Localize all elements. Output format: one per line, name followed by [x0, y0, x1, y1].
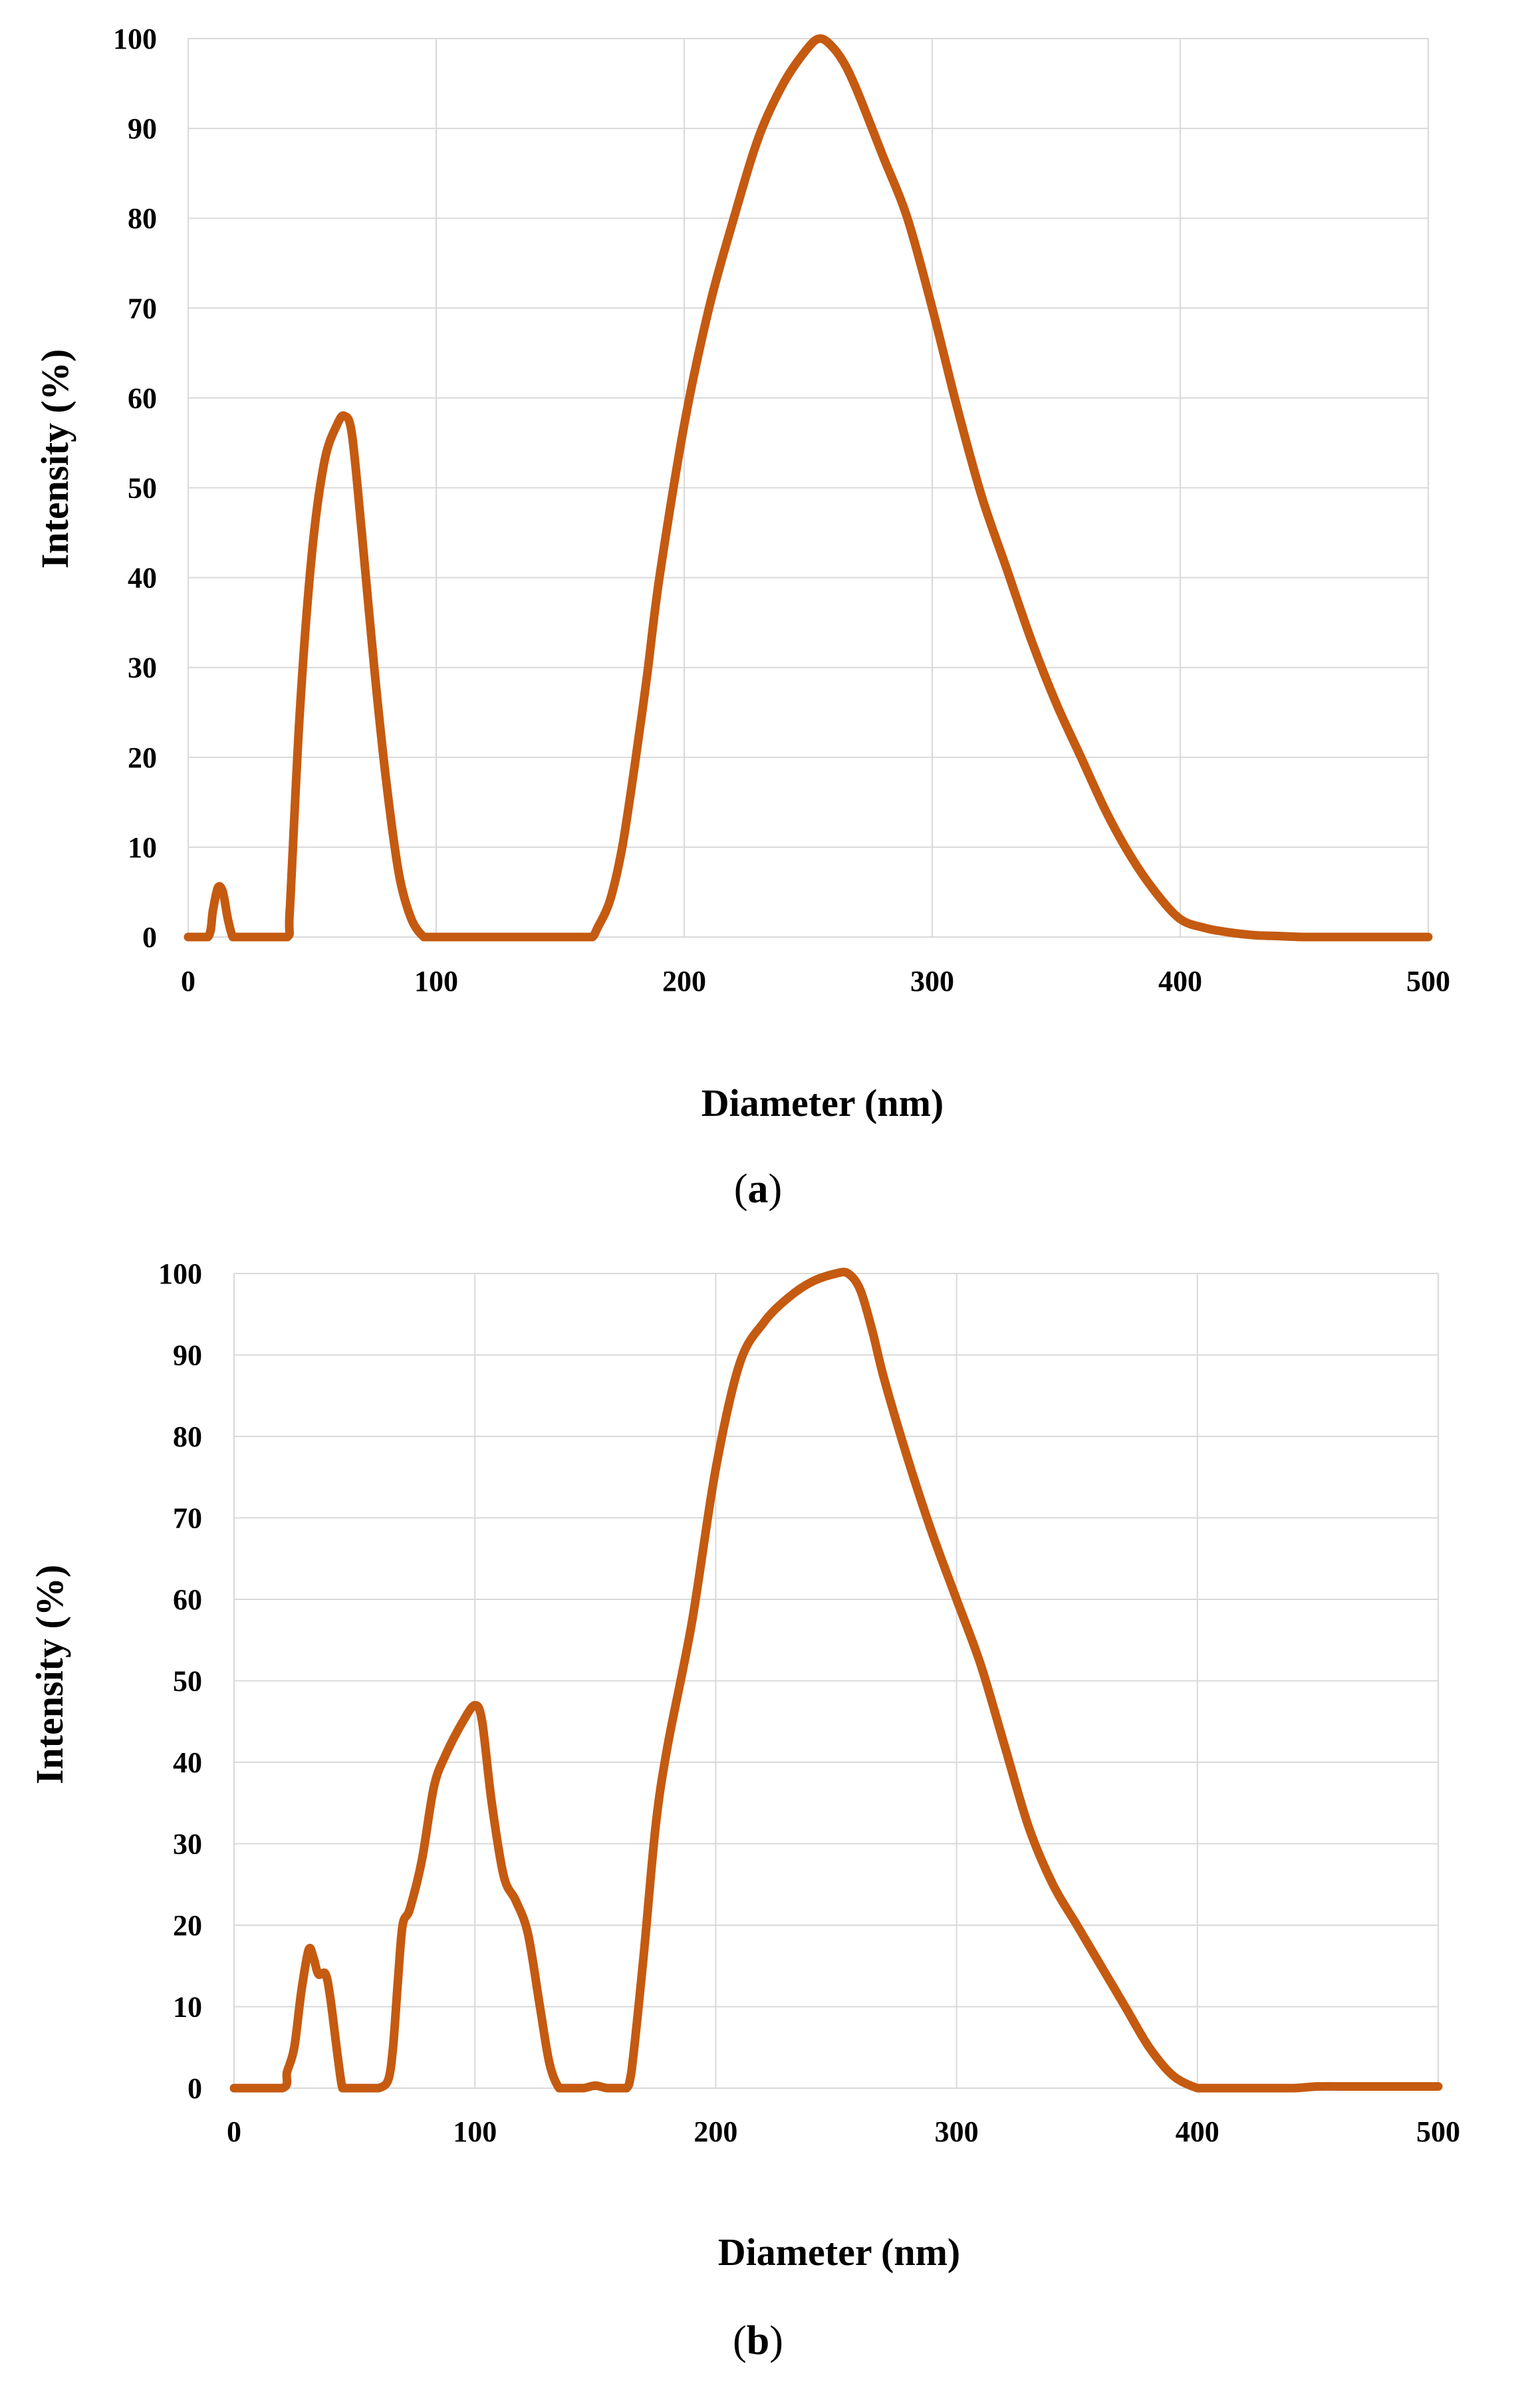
chart-a-xlabel: Diameter (nm)	[701, 1081, 944, 1125]
chart-b-grid	[233, 1273, 1439, 2089]
chart-b-ytick-label: 0	[188, 2072, 202, 2105]
chart-a-ytick-label: 30	[128, 652, 157, 684]
chart-a-ytick-label: 90	[128, 112, 157, 145]
chart-b-ytick-label: 70	[173, 1502, 202, 1535]
chart-a-series-line	[184, 34, 1433, 942]
chart-a-ytick-label: 80	[128, 202, 157, 235]
chart-a-xtick-label: 0	[181, 965, 195, 998]
chart-b-caption-open: (	[733, 2318, 747, 2363]
chart-b-caption-close: )	[769, 2318, 783, 2363]
chart-a-caption-close: )	[769, 1166, 783, 1212]
chart-a-yticks: 0 10 20 30 40 50 60 70 80 90 100	[113, 23, 157, 954]
chart-a-grid	[188, 38, 1429, 938]
chart-b-xtick-label: 400	[1176, 2115, 1219, 2148]
chart-b-xtick-label: 200	[694, 2115, 737, 2148]
chart-b-ytick-label: 10	[173, 1991, 202, 2024]
chart-a-ytick-label: 60	[128, 382, 157, 414]
chart-a-xtick-label: 500	[1406, 965, 1450, 998]
chart-b-ytick-label: 50	[173, 1665, 202, 1698]
chart-b-ytick-label: 80	[173, 1420, 202, 1453]
chart-a-xtick-label: 100	[414, 965, 458, 998]
chart-b: 0 10 20 30 40 50 60 70 80 90 100 0 100 200 300 400 500 …	[0, 1224, 1522, 2408]
chart-b-caption: (b)	[733, 2318, 783, 2363]
chart-b-ytick-label: 30	[173, 1828, 202, 1861]
chart-b-yticks: 0 10 20 30 40 50 60 70 80 90 100	[158, 1258, 202, 2105]
chart-b-xticks: 0 100 200 300 400 500	[227, 2115, 1460, 2148]
chart-b-series	[229, 1268, 1443, 2093]
chart-a-ytick-label: 70	[128, 292, 157, 325]
chart-b-ytick-label: 40	[173, 1746, 202, 1779]
chart-a-caption: (a)	[734, 1166, 782, 1212]
chart-b-xtick-label: 500	[1416, 2115, 1460, 2148]
chart-b-ytick-label: 60	[173, 1583, 202, 1616]
chart-b-ylabel: Intensity (%)	[28, 1565, 71, 1784]
chart-b-ytick-label: 90	[173, 1339, 202, 1372]
chart-a-series	[184, 34, 1433, 942]
chart-a-ytick-label: 40	[128, 562, 157, 595]
chart-b-xtick-label: 100	[453, 2115, 497, 2148]
chart-b-series-line	[229, 1268, 1443, 2093]
chart-b-xtick-label: 300	[935, 2115, 979, 2148]
chart-b-xtick-label: 0	[227, 2115, 241, 2148]
chart-a-ytick-label: 0	[142, 921, 157, 954]
chart-a-ytick-label: 50	[128, 472, 157, 505]
chart-a-xticks: 0 100 200 300 400 500	[181, 965, 1450, 998]
chart-b-caption-letter: b	[747, 2318, 769, 2363]
chart-b-ytick-label: 100	[158, 1258, 202, 1290]
chart-b-xlabel: Diameter (nm)	[718, 2230, 961, 2274]
chart-a-ylabel: Intensity (%)	[33, 349, 76, 569]
chart-b-ytick-label: 20	[173, 1909, 202, 1942]
chart-a-ytick-label: 100	[113, 23, 157, 55]
chart-a-xtick-label: 300	[910, 965, 954, 998]
chart-a-xtick-label: 400	[1158, 965, 1202, 998]
chart-a-ytick-label: 20	[128, 741, 157, 774]
chart-a-xtick-label: 200	[662, 965, 706, 998]
chart-a-caption-letter: a	[748, 1166, 769, 1212]
chart-a-caption-open: (	[734, 1166, 748, 1212]
chart-a-ytick-label: 10	[128, 831, 157, 864]
chart-a: 0 10 20 30 40 50 60 70 80 90 100 0 100 200 300 400 500 …	[33, 23, 1450, 1212]
